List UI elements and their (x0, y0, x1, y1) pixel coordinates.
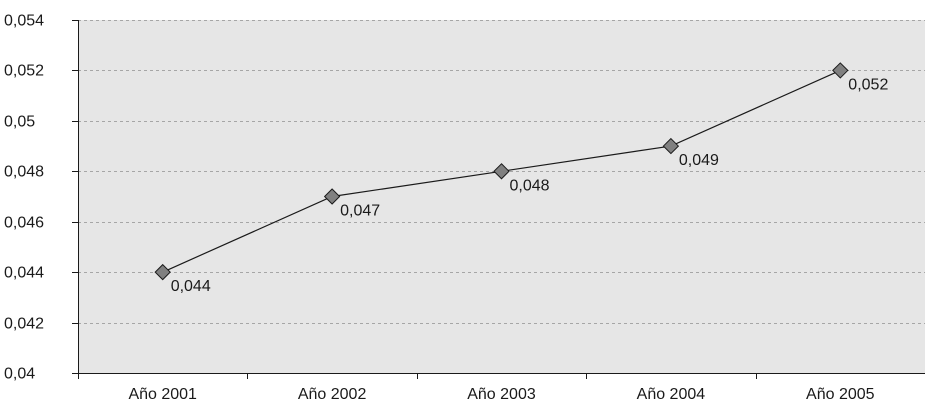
data-point-marker (154, 263, 171, 281)
data-point-marker (323, 188, 341, 205)
data-point-marker (493, 163, 510, 180)
x-tick-label: Año 2001 (128, 386, 197, 403)
y-tick-label: 0,048 (4, 164, 44, 181)
y-tick-label: 0,044 (4, 265, 44, 282)
data-labels: 0,044 0,047 0,048 0,049 0,052 (171, 76, 889, 295)
x-tick-label: Año 2003 (467, 386, 536, 403)
data-label: 0,049 (679, 152, 719, 169)
y-tick-label: 0,05 (4, 114, 35, 131)
axes (72, 20, 925, 379)
y-tick-label: 0,04 (4, 366, 35, 383)
data-label: 0,052 (848, 76, 888, 93)
data-point-marker (662, 137, 680, 155)
x-tick-label: Año 2002 (298, 386, 367, 403)
y-tick-label: 0,054 (4, 13, 44, 30)
x-tick-label: Año 2004 (637, 386, 706, 403)
data-point-marker (832, 62, 849, 79)
y-tick-label: 0,052 (4, 63, 44, 80)
y-tick-label: 0,046 (4, 215, 44, 232)
data-label: 0,044 (171, 278, 211, 295)
x-tick-label: Año 2005 (806, 386, 875, 403)
x-axis-tick-labels: Año 2001 Año 2002 Año 2003 Año 2004 Año 2005 (128, 386, 874, 403)
data-label: 0,048 (510, 177, 550, 194)
series (154, 62, 849, 281)
plot-area (78, 20, 925, 373)
data-label: 0,047 (340, 203, 380, 220)
y-tick-label: 0,042 (4, 316, 44, 333)
y-axis-tick-labels: 0,04 0,042 0,044 0,046 0,048 0,05 0,052 0,054 (4, 13, 44, 383)
